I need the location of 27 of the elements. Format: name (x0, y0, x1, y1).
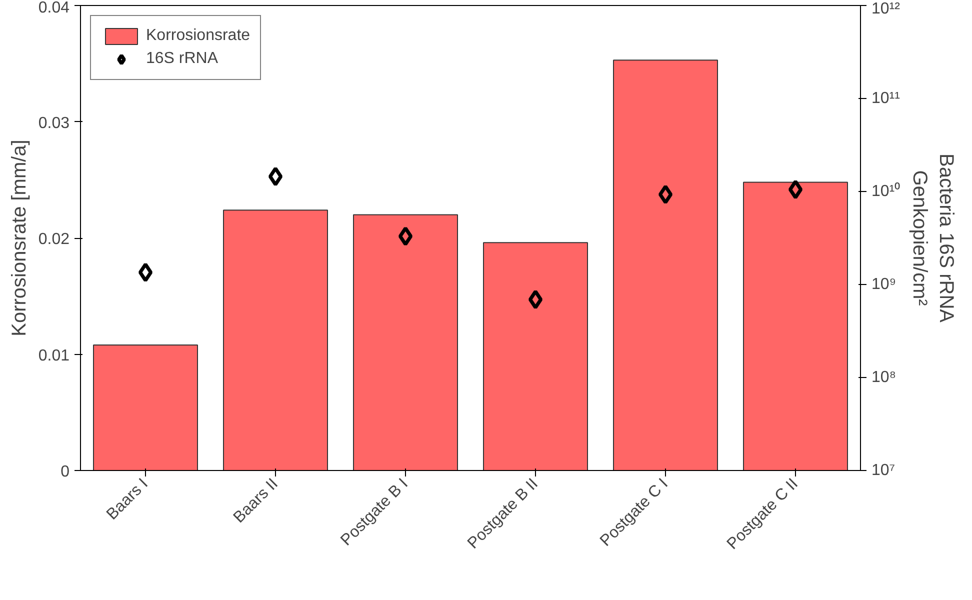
y2-tick-label: 10⁷ (872, 462, 896, 479)
point (528, 290, 543, 310)
bar (93, 344, 198, 470)
point (398, 226, 413, 246)
y-tick-label: 0.03 (38, 114, 70, 132)
y-tick-label: 0.04 (38, 0, 70, 16)
y2-tick-label: 10⁹ (872, 276, 896, 293)
legend-label: Korrosionsrate (146, 27, 250, 45)
bar (483, 242, 588, 470)
y-tick-label: 0 (60, 464, 70, 480)
bar (613, 60, 718, 470)
y2-tick-label: 10¹¹ (872, 90, 900, 107)
bar (743, 182, 848, 470)
point (268, 166, 283, 186)
y2-tick-label: 10¹² (872, 0, 901, 18)
y-axis-title: Korrosionsrate [mm/a] (8, 140, 30, 336)
legend-label: 16S rRNA (146, 50, 218, 68)
point (788, 180, 803, 200)
y2-axis-title: Bacteria 16S rRNA Genkopien/cm² (908, 154, 958, 324)
y-tick-label: 0.01 (38, 347, 70, 364)
bar (353, 214, 458, 470)
bar (223, 210, 328, 470)
y2-tick-label: 10⁸ (872, 369, 896, 386)
point (658, 184, 673, 204)
point (138, 262, 153, 282)
y2-tick-label: 10¹⁰ (872, 182, 901, 200)
y-tick-label: 0.02 (38, 231, 70, 248)
